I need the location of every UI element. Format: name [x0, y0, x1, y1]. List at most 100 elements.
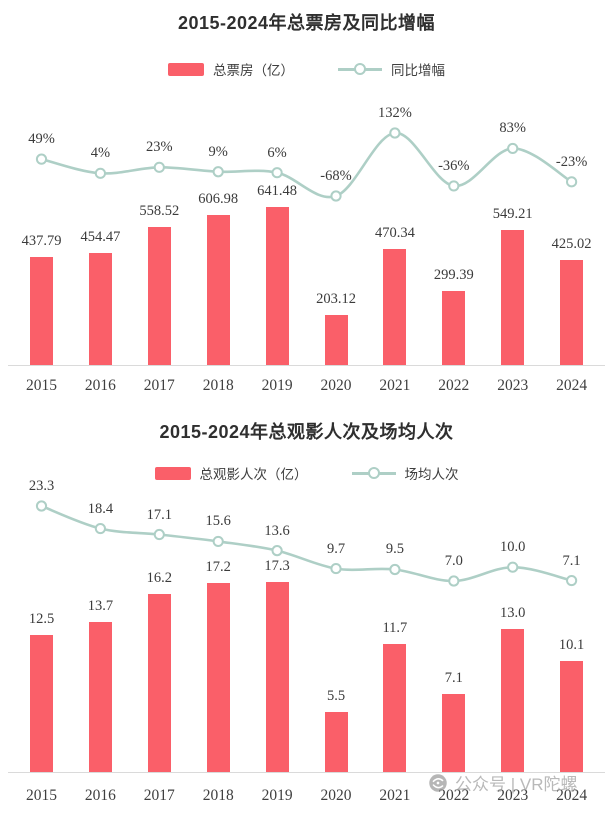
- x-axis-label-2015: 2015: [26, 787, 57, 804]
- x-axis-label-2022: 2022: [438, 787, 470, 804]
- bar-2021: [383, 249, 407, 365]
- x-axis-label-2019: 2019: [261, 787, 293, 804]
- line-value-label-2021: 9.5: [385, 541, 404, 558]
- bar-value-label-2019: 641.48: [257, 183, 298, 199]
- bar-2016: [88, 253, 112, 365]
- x-axis-label-2024: 2024: [556, 377, 588, 394]
- chart2-title: 2015-2024年总观影人次及场均人次: [159, 422, 454, 442]
- bar-2020: [324, 711, 348, 772]
- bar-2019: [265, 582, 289, 772]
- line-swatch-icon: [338, 62, 382, 76]
- bar-value-label-2024: 10.1: [558, 637, 585, 654]
- x-axis-label-2018: 2018: [202, 377, 234, 394]
- line-value-label-2021: 132%: [377, 105, 412, 121]
- x-axis-label-2020: 2020: [320, 377, 352, 394]
- bar-value-label-2016: 13.7: [87, 597, 114, 614]
- bar-2018: [206, 583, 230, 772]
- line-value-label-2020: -68%: [320, 168, 352, 184]
- line-value-label-2015: 49%: [28, 131, 55, 148]
- bar-value-label-2022: 299.39: [433, 267, 474, 284]
- bar-2015: [30, 634, 53, 772]
- bar-swatch-icon: [154, 466, 191, 480]
- bar-value-label-2020: 5.5: [326, 687, 346, 704]
- gyro-logo-icon: [429, 773, 447, 792]
- bar-2021: [383, 643, 407, 772]
- bar-value-label-2020: 203.12: [316, 290, 356, 307]
- x-axis-label-2022: 2022: [438, 377, 470, 394]
- x-axis-label-2021: 2021: [379, 377, 411, 394]
- line-value-label-2016: 18.4: [87, 500, 114, 517]
- bar-value-label-2023: 549.21: [492, 205, 533, 222]
- chart1-legend-item-bar: 总票房（亿）: [168, 59, 294, 79]
- chart1-title: 2015-2024年总票房及同比增幅: [177, 13, 436, 33]
- x-axis-label-2023: 2023: [497, 787, 529, 804]
- line-value-label-2015: 23.3: [28, 478, 55, 494]
- x-axis-line: [8, 365, 605, 366]
- line-value-label-2018: 9%: [208, 143, 228, 160]
- bar-2017: [147, 594, 171, 772]
- x-axis-label-2024: 2024: [556, 787, 588, 804]
- bar-2016: [88, 621, 112, 772]
- bar-value-label-2021: 11.7: [382, 619, 408, 636]
- line-value-label-2018: 15.6: [205, 513, 231, 530]
- chart1-legend: 总票房（亿） 同比增幅: [0, 59, 613, 79]
- bar-2024: [560, 260, 584, 365]
- line-value-label-2022: 7.0: [444, 553, 463, 569]
- x-axis-label-2021: 2021: [379, 787, 411, 804]
- bar-value-label-2022: 7.1: [444, 670, 463, 687]
- line-value-label-2019: 13.6: [264, 522, 290, 539]
- bar-swatch-icon: [168, 62, 204, 76]
- watermark-text: 公众号 | VR陀螺: [455, 775, 578, 794]
- chart2-legend-item-bar: 总观影人次（亿）: [154, 463, 308, 483]
- line-value-label-2023: 83%: [499, 120, 526, 137]
- bar-value-label-2018: 606.98: [198, 191, 239, 208]
- line-value-label-2017: 23%: [146, 139, 173, 156]
- bar-value-label-2019: 17.3: [264, 558, 290, 574]
- x-axis-label-2018: 2018: [202, 787, 234, 804]
- bar-2023: [501, 629, 525, 772]
- line-value-label-2019: 6%: [267, 144, 287, 161]
- x-axis-label-2016: 2016: [84, 377, 116, 394]
- chart2-legend: 总观影人次（亿） 场均人次: [0, 463, 613, 483]
- bar-2020: [324, 314, 348, 365]
- bar-2022: [442, 694, 466, 772]
- line-value-label-2016: 4%: [90, 145, 111, 162]
- line-value-label-2024: -23%: [555, 153, 588, 170]
- x-axis-line: [8, 772, 605, 773]
- x-axis-label-2017: 2017: [143, 377, 175, 394]
- x-axis-label-2015: 2015: [26, 377, 57, 394]
- line-value-label-2022: -36%: [438, 157, 470, 174]
- bar-value-label-2024: 425.02: [551, 236, 592, 253]
- bar-value-label-2018: 17.2: [205, 559, 231, 576]
- line-value-label-2017: 17.1: [146, 506, 172, 523]
- line-swatch-icon: [351, 466, 396, 480]
- bar-2022: [442, 291, 466, 365]
- x-axis-label-2017: 2017: [143, 787, 175, 804]
- bar-value-label-2016: 454.47: [80, 229, 121, 246]
- bar-value-label-2017: 558.52: [139, 203, 180, 220]
- chart1-line-legend-label: 同比增幅: [391, 63, 445, 78]
- x-axis-label-2019: 2019: [261, 377, 293, 394]
- bar-2015: [30, 257, 53, 365]
- chart2-legend-item-line: 场均人次: [351, 463, 459, 483]
- chart1-bar-legend-label: 总票房（亿）: [213, 63, 294, 78]
- bar-value-label-2021: 470.34: [374, 225, 415, 242]
- bar-value-label-2017: 16.2: [146, 570, 172, 587]
- chart2-line-legend-label: 场均人次: [404, 467, 459, 482]
- x-axis-label-2023: 2023: [497, 377, 529, 394]
- x-axis-label-2020: 2020: [320, 787, 352, 804]
- x-axis-label-2016: 2016: [84, 787, 116, 804]
- bar-2018: [206, 215, 230, 365]
- bar-value-label-2015: 12.5: [28, 610, 55, 627]
- bar-2023: [501, 229, 525, 365]
- line-value-label-2023: 10.0: [500, 539, 526, 556]
- watermark: 公众号 | VR陀螺: [428, 770, 577, 795]
- bar-value-label-2023: 13.0: [500, 605, 526, 622]
- bar-value-label-2015: 437.79: [21, 233, 62, 250]
- bar-2017: [147, 227, 171, 365]
- bar-2024: [560, 661, 584, 772]
- bar-2019: [265, 207, 289, 365]
- chart1-legend-item-line: 同比增幅: [338, 59, 445, 79]
